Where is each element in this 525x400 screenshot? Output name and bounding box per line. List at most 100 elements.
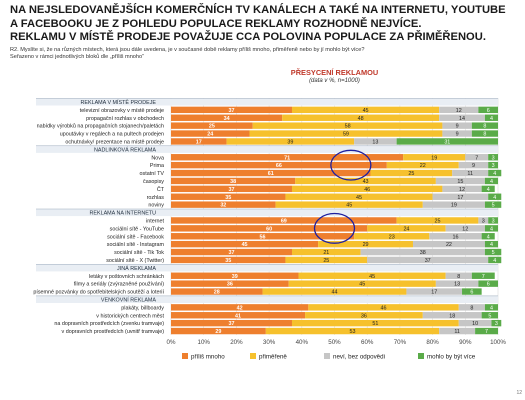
bar-segment	[445, 272, 472, 279]
data-label: 22	[420, 163, 426, 169]
bar-segment	[458, 319, 492, 327]
data-label: 69	[281, 218, 287, 224]
data-label: 41	[235, 313, 241, 319]
data-label: 17	[196, 139, 202, 145]
data-label: 11	[454, 329, 460, 335]
bar-segment	[488, 217, 498, 224]
data-label: 4	[490, 226, 493, 232]
bar-segment	[291, 248, 361, 256]
bar-segment	[171, 288, 263, 295]
data-label: 42	[237, 305, 243, 311]
row-label: v historických centrech měst	[96, 313, 164, 319]
bar-segment	[282, 114, 440, 121]
x-tick-label: 10%	[198, 339, 211, 346]
title-line-2: A FACEBOOKU JE Z POHLEDU POPULACE REKLAM…	[10, 17, 422, 30]
data-label: 25	[209, 124, 215, 130]
bar-segment	[318, 240, 413, 248]
data-label: 45	[359, 282, 365, 288]
bar-segment	[439, 114, 485, 121]
bar-segment	[291, 185, 443, 193]
sort-note: Seřazeno v rámci jednotlivých bloků dle …	[10, 54, 144, 60]
data-label: 7	[475, 155, 478, 161]
bar-segment	[471, 122, 498, 129]
data-label: 16	[452, 234, 458, 240]
data-label: 6	[487, 108, 490, 114]
data-label: 4	[487, 187, 490, 193]
bar-segment	[171, 122, 253, 129]
data-label: 6	[487, 282, 490, 288]
data-label: 8	[483, 132, 486, 138]
x-tick-label: 80%	[426, 339, 439, 346]
bar-segment	[484, 201, 502, 208]
bar-segment	[478, 106, 498, 114]
bar-segment	[171, 225, 368, 232]
data-label: 37	[228, 321, 234, 327]
data-label: 4	[490, 116, 493, 122]
bar-segment	[432, 193, 489, 200]
row-label: televizní obrazovky v místě prodeje	[80, 108, 164, 114]
bar-segment	[488, 169, 502, 177]
bar-segment	[265, 327, 440, 335]
page-title: NA NEJSLEDOVANĚJŠÍCH KOMERČNÍCH TV KANÁL…	[10, 4, 515, 45]
bar-segment	[406, 288, 463, 295]
bar-segment	[488, 154, 498, 161]
data-label: 4	[493, 171, 496, 177]
legend-swatch	[324, 353, 330, 359]
bar-segment	[445, 225, 485, 232]
data-label: 15	[457, 179, 463, 185]
bar-segment	[462, 288, 482, 295]
bar-segment	[442, 130, 472, 137]
row-label: upoutávky v regálech a na pultech prodej…	[60, 132, 164, 138]
bar-segment	[442, 122, 472, 129]
bar-segment	[171, 161, 387, 169]
data-label: 17	[431, 290, 437, 296]
data-label: 29	[363, 242, 369, 248]
group-header-band	[36, 295, 498, 303]
data-label: 23	[389, 234, 395, 240]
x-tick-label: 60%	[361, 339, 374, 346]
bar-segment	[484, 248, 502, 256]
bar-segment	[252, 122, 443, 129]
x-tick-label: 0%	[167, 339, 176, 346]
chart-title: PŘESYCENÍ REKLAMOU	[290, 68, 379, 77]
label-panel	[36, 98, 168, 335]
bar-segment	[481, 185, 495, 193]
data-label: 7	[485, 329, 488, 335]
bar-segment	[308, 304, 459, 311]
data-label: 8	[483, 124, 486, 130]
bar-segment	[442, 185, 482, 193]
data-label: 25	[408, 171, 414, 177]
bar-segment	[171, 169, 371, 177]
data-label: 61	[268, 171, 274, 177]
data-label: 36	[361, 313, 367, 319]
row-label: ochutnávky/ prezentace na místě prodeje	[65, 139, 164, 145]
bar-segment	[171, 319, 292, 327]
data-label: 45	[242, 242, 248, 248]
data-label: 39	[287, 139, 293, 145]
data-label: 45	[369, 274, 375, 280]
data-label: 58	[345, 124, 351, 130]
row-label: sociální sítě - Facebook	[107, 234, 164, 240]
data-label: 37	[425, 258, 431, 264]
data-label: 11	[467, 171, 473, 177]
bar-segment	[484, 225, 498, 232]
data-label: 19	[451, 203, 457, 209]
bar-segment	[171, 233, 355, 240]
data-label: 25	[323, 258, 329, 264]
data-label: 6	[470, 290, 473, 296]
data-label: 37	[228, 108, 234, 114]
data-label: 5	[488, 313, 491, 319]
data-label: 53	[349, 329, 355, 335]
bar-segment	[171, 185, 292, 193]
data-label: 13	[372, 139, 378, 145]
highlight-ellipse	[313, 212, 356, 244]
row-label: ČT	[157, 186, 165, 193]
bar-segment	[285, 256, 368, 264]
bar-segment	[291, 106, 440, 114]
x-tick-label: 30%	[263, 339, 276, 346]
legend-label: neví, bez odpovědi	[333, 354, 385, 361]
bar-segment	[478, 217, 489, 224]
bar-segment	[458, 304, 485, 311]
data-label: 51	[372, 321, 378, 327]
data-label: 59	[343, 132, 349, 138]
